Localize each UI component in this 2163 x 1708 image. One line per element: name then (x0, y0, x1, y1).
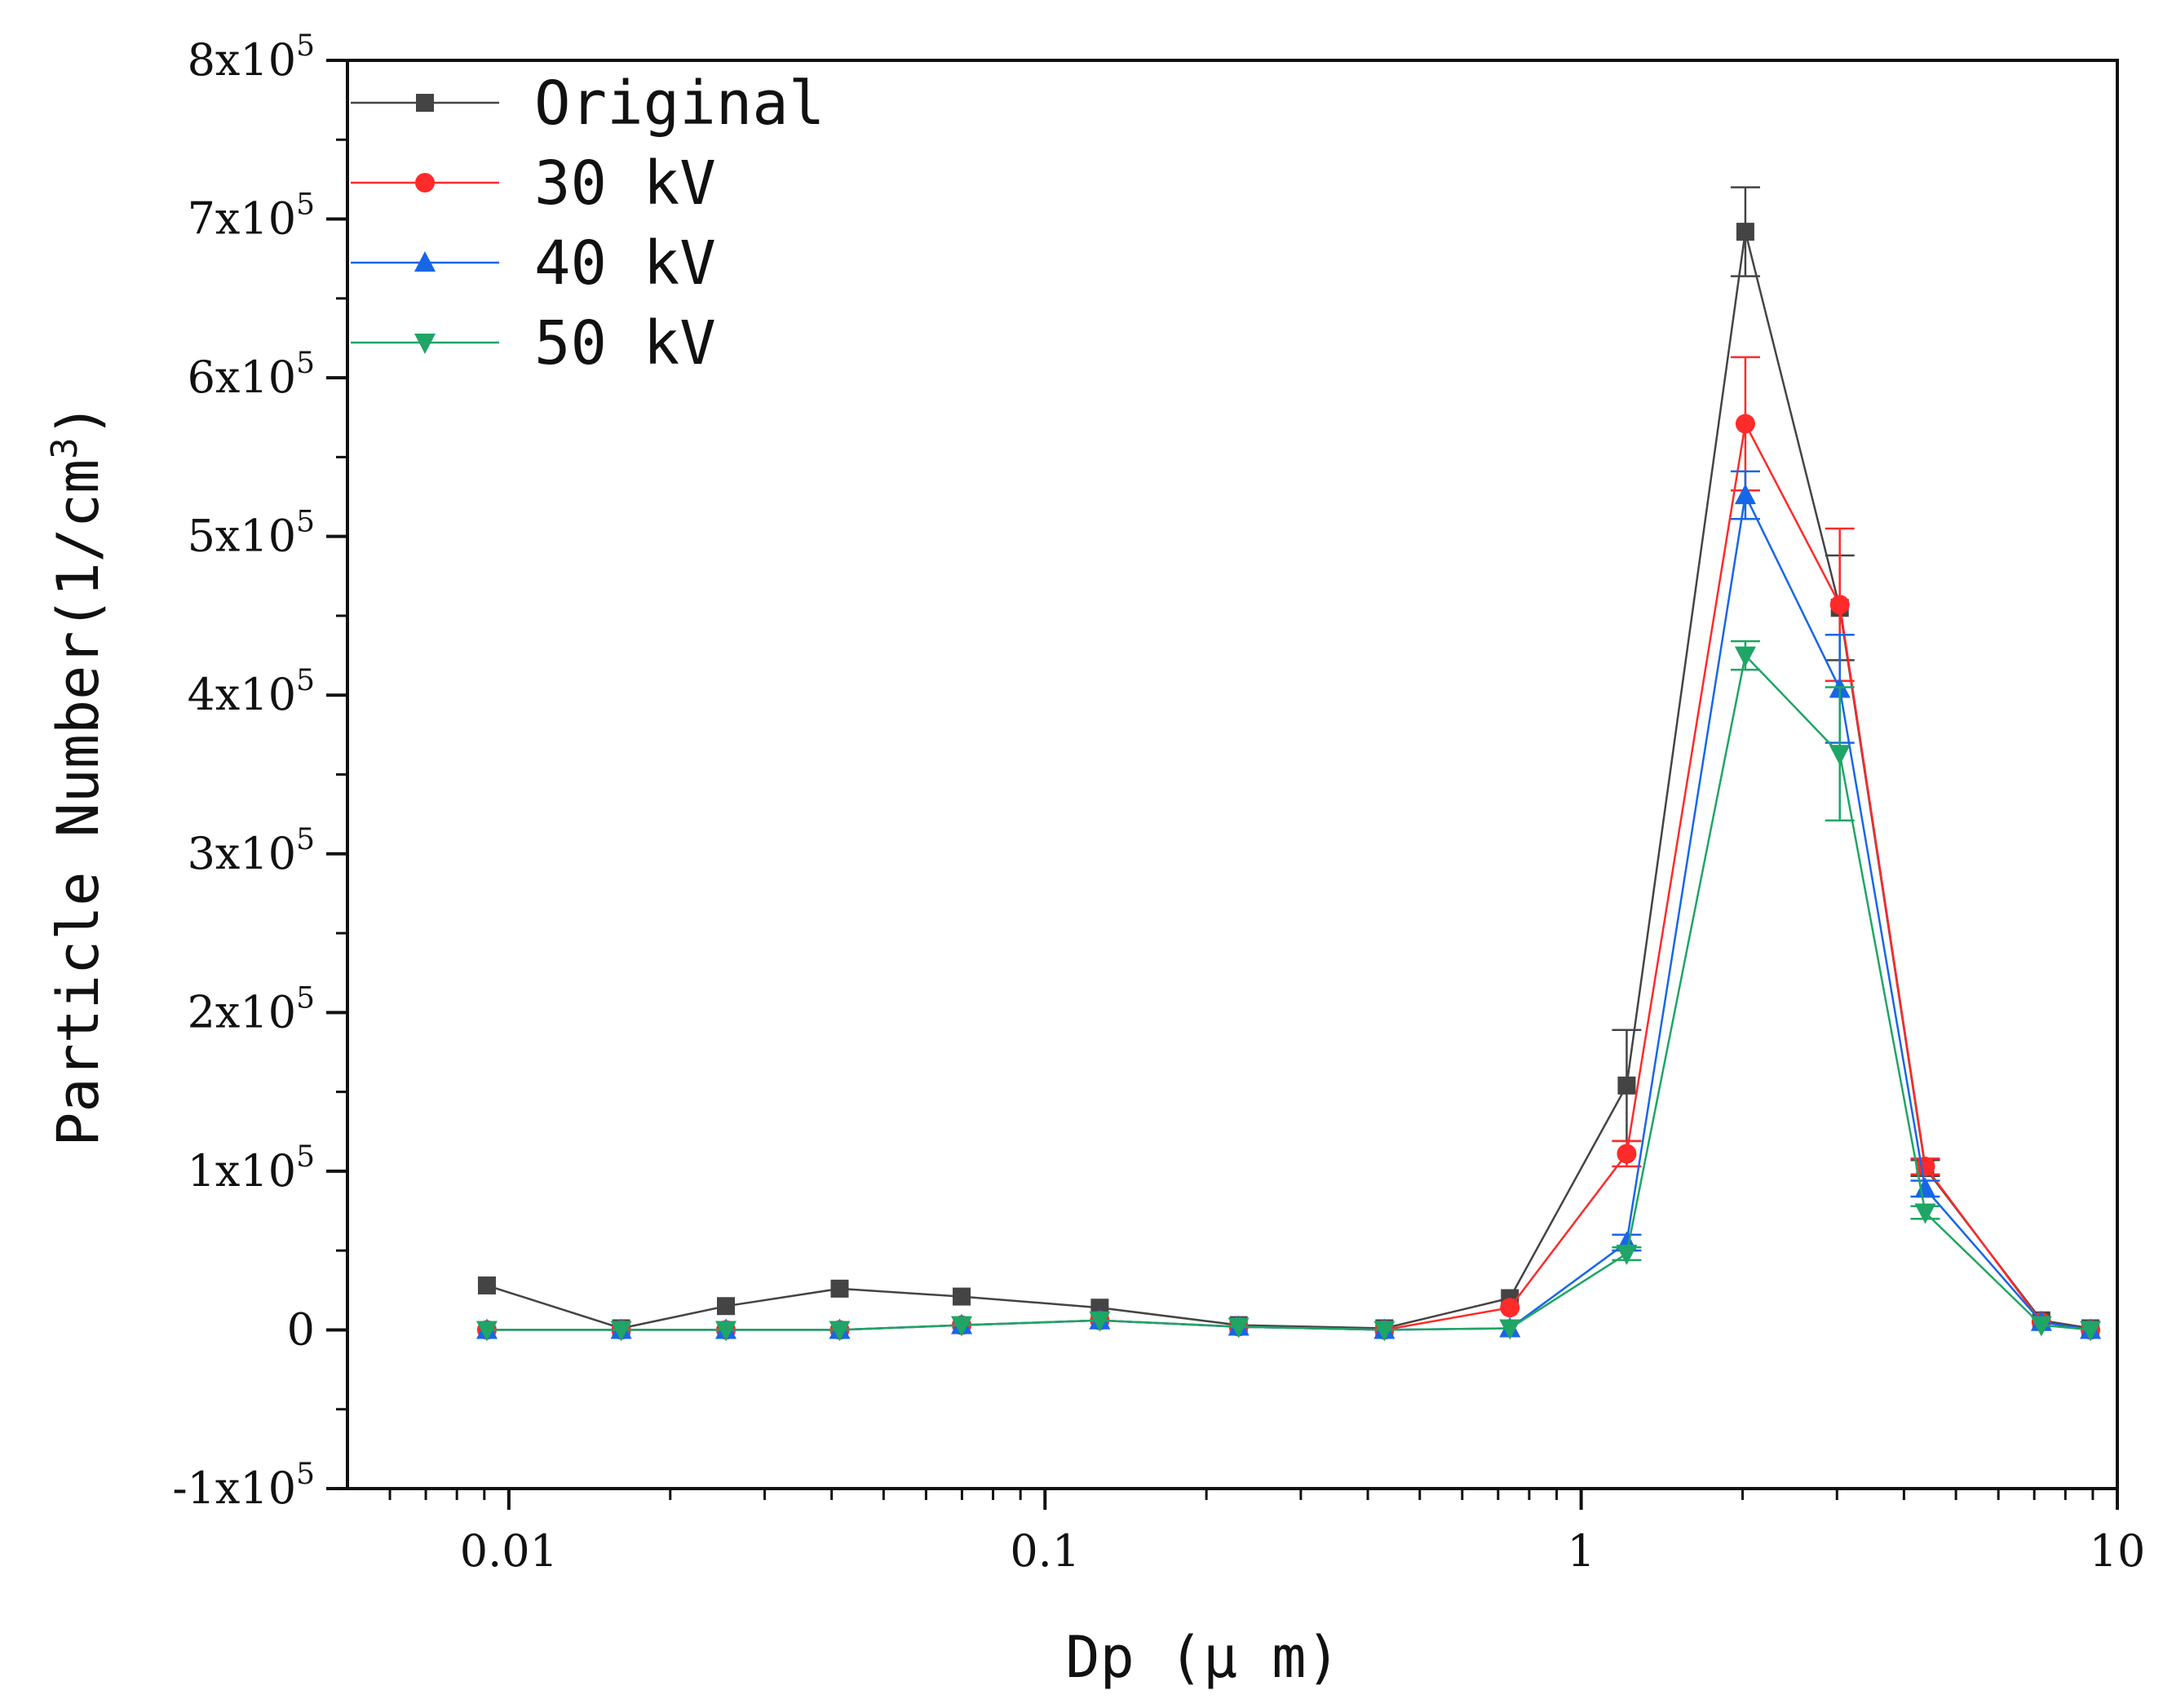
data-point-3-9 (1616, 1245, 1638, 1266)
legend-marker-0 (416, 94, 434, 112)
legend-marker-2 (414, 251, 436, 272)
data-point-3-7 (1373, 1321, 1396, 1342)
series-3 (476, 639, 2102, 1342)
y-tick-label-8: 0 (287, 1303, 315, 1355)
y-tick-label-mantissa: 4x10 (188, 669, 297, 720)
y-tick-label-mantissa: 5x10 (188, 511, 297, 562)
data-point-0-0 (477, 1276, 496, 1294)
y-tick-label-mantissa: 8x10 (188, 34, 297, 86)
data-point-0-9 (1617, 1076, 1636, 1095)
data-point-3-8 (1499, 1319, 1521, 1340)
data-point-1-11 (1829, 595, 1850, 615)
data-point-2-12 (1914, 1177, 1936, 1198)
y-tick-label-exponent: 5 (296, 823, 315, 856)
data-point-0-3 (830, 1279, 849, 1298)
data-point-0-2 (717, 1297, 736, 1316)
y-axis: 8x1057x1056x1055x1054x1053x1052x1051x105… (172, 29, 347, 1514)
data-point-2-10 (1734, 484, 1756, 505)
y-tick-label-exponent: 5 (296, 1458, 315, 1491)
y-tick-label-mantissa: 2x10 (188, 986, 297, 1038)
y-tick-label-mantissa: 7x10 (188, 193, 297, 245)
y-tick-label-exponent: 5 (296, 506, 315, 539)
data-point-1-8 (1500, 1298, 1520, 1318)
data-point-0-4 (953, 1287, 971, 1306)
x-axis: 0.01 0.1 1 10 (388, 1489, 2146, 1577)
y-tick-label-7: 1x105 (188, 1140, 315, 1197)
legend-label-1: 30 kV (534, 148, 716, 219)
y-tick-label-5: 3x105 (188, 823, 315, 879)
y-tick-label-mantissa: 6x10 (188, 352, 297, 403)
y-axis-title-superscript: 3 (44, 437, 86, 459)
data-point-3-11 (1829, 745, 1851, 766)
plot-series (476, 186, 2102, 1342)
data-point-3-3 (829, 1321, 851, 1342)
data-point-3-0 (476, 1321, 498, 1342)
data-point-3-13 (2030, 1316, 2052, 1337)
plot-frame (346, 59, 2119, 1490)
x-tick-label-3: 10 (2090, 1525, 2146, 1577)
y-tick-label-4: 4x105 (188, 664, 315, 720)
y-tick-label-mantissa: 1x10 (188, 1145, 297, 1197)
y-axis-title-main: Particle Number(1/cm (45, 459, 112, 1147)
y-tick-label-0: 8x105 (188, 29, 315, 86)
y-tick-label-exponent: 5 (296, 188, 315, 222)
y-tick-label-exponent: 5 (296, 347, 315, 380)
y-tick-label-exponent: 5 (296, 664, 315, 697)
legend-label-0: Original (534, 69, 825, 139)
x-tick-label-1: 0.1 (1010, 1525, 1080, 1577)
y-tick-label-exponent: 5 (296, 29, 315, 63)
data-point-3-1 (610, 1321, 632, 1342)
legend-marker-1 (415, 173, 435, 192)
legend-marker-3 (414, 334, 436, 354)
data-point-1-9 (1617, 1144, 1637, 1164)
y-tick-label-exponent: 5 (296, 1140, 315, 1174)
data-point-3-6 (1227, 1317, 1250, 1339)
x-tick-label-2: 1 (1567, 1525, 1595, 1577)
y-tick-label-1: 7x105 (188, 188, 315, 245)
y-axis-title: Particle Number(1/cm3) (44, 403, 112, 1147)
y-tick-label-9: -1x105 (172, 1458, 315, 1514)
y-tick-label-mantissa: -1x10 (172, 1462, 296, 1514)
legend: Original 30 kV 40 kV 50 kV (351, 69, 825, 378)
data-point-3-4 (951, 1316, 973, 1337)
data-point-3-5 (1089, 1311, 1111, 1332)
y-tick-label-6: 2x105 (188, 981, 315, 1038)
data-point-1-10 (1735, 414, 1755, 434)
data-point-3-14 (2080, 1321, 2102, 1342)
legend-label-3: 50 kV (534, 308, 716, 378)
data-point-3-12 (1914, 1203, 1936, 1224)
data-point-3-10 (1734, 646, 1756, 667)
legend-label-2: 40 kV (534, 228, 716, 299)
y-tick-label-3: 5x105 (188, 506, 315, 562)
y-axis-title-end: ) (45, 403, 112, 437)
y-tick-label-mantissa: 3x10 (188, 828, 297, 879)
data-point-0-10 (1736, 223, 1754, 241)
x-axis-title: Dp (μ m) (1065, 1624, 1340, 1691)
x-tick-label-0: 0.01 (460, 1525, 558, 1577)
y-tick-label-exponent: 5 (296, 981, 315, 1015)
y-tick-label-mantissa: 0 (287, 1303, 315, 1355)
y-tick-label-2: 6x105 (188, 347, 315, 403)
data-point-3-2 (715, 1321, 737, 1342)
